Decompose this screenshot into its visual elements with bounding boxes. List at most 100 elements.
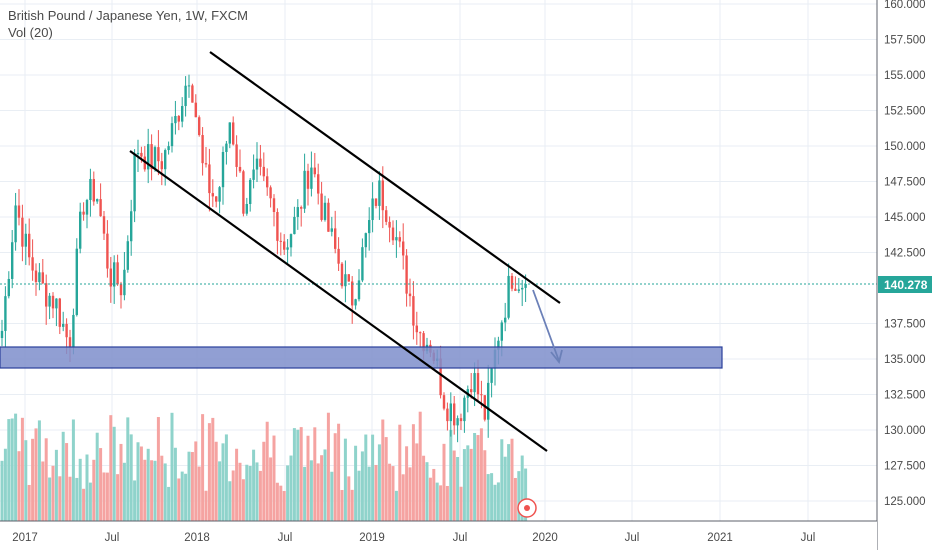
- candle: [255, 142, 259, 182]
- volume-bar: [258, 470, 262, 521]
- volume-bar: [337, 423, 341, 521]
- volume-bar: [231, 470, 235, 521]
- volume-bar: [432, 468, 436, 521]
- candle: [415, 311, 418, 345]
- candle: [245, 197, 248, 216]
- volume-bar: [473, 432, 477, 521]
- candle: [252, 154, 255, 189]
- volume-bar: [92, 459, 96, 521]
- candle: [153, 145, 157, 172]
- volume-bar: [146, 448, 150, 521]
- channel-upper-line[interactable]: [209, 51, 561, 304]
- candle: [419, 331, 422, 348]
- volume-bar: [374, 464, 378, 521]
- candle: [150, 134, 153, 181]
- candle: [221, 146, 225, 205]
- volume-bar: [184, 473, 188, 521]
- candle: [463, 395, 466, 433]
- support-zone[interactable]: [0, 346, 723, 369]
- candle: [235, 135, 238, 177]
- volume-bar: [299, 427, 303, 521]
- volume-bar: [68, 476, 72, 521]
- price-scale[interactable]: [877, 0, 932, 521]
- volume-bar: [435, 482, 439, 521]
- volume-bar: [490, 473, 494, 521]
- candle: [378, 171, 381, 220]
- candle: [357, 269, 361, 302]
- volume-bar: [388, 463, 392, 521]
- volume-bar: [364, 434, 368, 521]
- candle: [395, 220, 398, 258]
- volume-bar: [262, 441, 266, 521]
- time-scale[interactable]: [0, 521, 877, 550]
- volume-bar: [190, 452, 194, 521]
- candle: [116, 254, 119, 286]
- volume-bar: [34, 428, 38, 521]
- candle: [510, 272, 514, 292]
- volume-bar: [129, 434, 133, 521]
- candle: [412, 281, 415, 340]
- candle: [456, 415, 459, 443]
- volume-bar: [340, 489, 344, 521]
- volume-bar: [282, 490, 286, 521]
- volume-bar: [105, 472, 109, 521]
- candle: [160, 152, 163, 186]
- candle: [279, 232, 282, 256]
- candle: [344, 260, 347, 303]
- candle: [374, 198, 378, 209]
- volume-bar: [272, 435, 276, 521]
- volume-bar: [418, 411, 422, 521]
- candle: [300, 205, 303, 227]
- volume-bar: [520, 455, 524, 521]
- volume-indicator-label[interactable]: Vol (20): [8, 25, 53, 40]
- x-tick-label: 2021: [707, 532, 733, 544]
- candle: [204, 147, 208, 168]
- volume-bar: [24, 440, 28, 521]
- volume-bar: [180, 471, 184, 521]
- candle: [446, 402, 449, 431]
- volume-bar: [255, 462, 259, 521]
- candle: [85, 198, 89, 229]
- projection-arrow[interactable]: [532, 289, 563, 364]
- volume-bar: [377, 444, 381, 521]
- candle: [487, 364, 490, 438]
- volume-bar: [143, 459, 147, 521]
- volume-bar: [350, 489, 354, 521]
- volume-bar: [360, 451, 364, 521]
- volume-bar: [405, 446, 409, 521]
- candle: [92, 171, 95, 206]
- x-tick-label: Jul: [278, 532, 293, 544]
- candle: [504, 302, 507, 332]
- volume-bar: [411, 424, 415, 521]
- candle: [82, 202, 85, 221]
- volume-bar: [323, 449, 327, 521]
- candle: [21, 204, 24, 262]
- candle: [283, 234, 286, 255]
- symbol-title[interactable]: British Pound / Japanese Yen, 1W, FXCM: [8, 8, 248, 23]
- volume-bar: [493, 484, 497, 521]
- candle: [11, 230, 14, 289]
- candle: [514, 276, 517, 291]
- candle: [208, 148, 211, 212]
- volume-bar: [313, 427, 317, 521]
- y-tick-label: 150.000: [884, 141, 926, 153]
- candle: [517, 277, 520, 294]
- candle: [371, 182, 374, 233]
- candle: [317, 163, 320, 205]
- volume-bar: [51, 465, 55, 521]
- channel-lower-line[interactable]: [129, 150, 548, 452]
- volume-bar: [0, 460, 4, 521]
- replay-marker-icon[interactable]: [517, 498, 537, 518]
- candle: [164, 148, 167, 186]
- y-tick-label: 160.000: [884, 0, 926, 11]
- x-tick-label: Jul: [453, 532, 468, 544]
- candle: [259, 144, 262, 176]
- volume-bar: [207, 423, 211, 521]
- candle: [310, 151, 313, 197]
- volume-bar: [122, 462, 126, 521]
- volume-bar: [513, 477, 517, 521]
- candle: [109, 256, 112, 303]
- candle: [51, 292, 55, 319]
- volume-bar: [357, 470, 361, 521]
